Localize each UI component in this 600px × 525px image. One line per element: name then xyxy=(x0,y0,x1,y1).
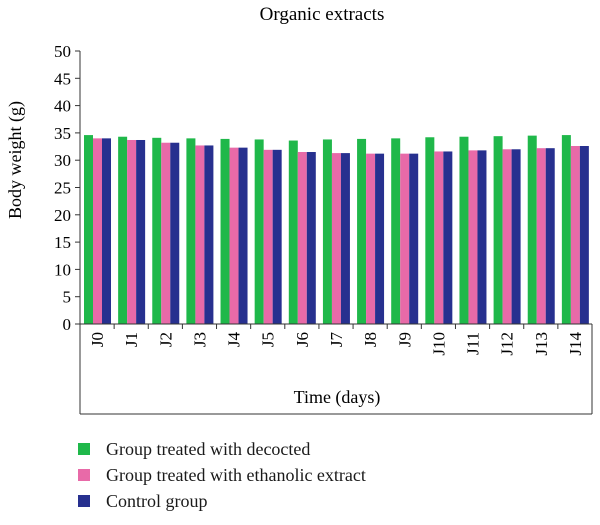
bar xyxy=(579,146,589,324)
bar xyxy=(527,135,537,324)
x-axis-label: Time (days) xyxy=(294,387,381,408)
bar xyxy=(561,135,571,324)
bar xyxy=(545,148,555,324)
bar xyxy=(229,147,239,324)
x-tick-label: J1 xyxy=(122,332,141,347)
bar xyxy=(357,138,367,324)
bar xyxy=(477,150,487,324)
x-tick-label: J0 xyxy=(88,332,107,347)
bar-chart: Organic extracts Body weight (g) 0 5 10 15 2… xyxy=(5,4,593,415)
legend-label-control: Control group xyxy=(106,490,208,511)
x-tick-label: J7 xyxy=(327,332,346,348)
y-axis-label: Body weight (g) xyxy=(5,101,26,219)
bar xyxy=(409,153,419,324)
bar xyxy=(375,153,385,324)
y-tick-label: 30 xyxy=(54,151,71,170)
legend: Group treated with decocted Group treate… xyxy=(78,436,366,514)
y-tick-label: 50 xyxy=(54,42,71,61)
legend-label-ethanolic: Group treated with ethanolic extract xyxy=(106,464,366,485)
x-axis: J0 J1 J2 J3 J4 J5 J6 J7 J8 J9 J10 J11 J12 J13 J14 xyxy=(79,323,593,415)
y-tick-label: 45 xyxy=(54,69,71,88)
bar xyxy=(322,139,332,324)
bar xyxy=(220,138,230,324)
x-tick-label: J8 xyxy=(361,332,380,347)
bar xyxy=(272,149,282,324)
bar xyxy=(102,138,111,324)
bar xyxy=(263,149,273,324)
bar xyxy=(238,147,248,324)
bar xyxy=(127,139,137,324)
bars xyxy=(84,135,589,324)
bar xyxy=(536,148,546,324)
bar xyxy=(468,150,478,324)
bar xyxy=(152,137,162,324)
bar xyxy=(93,138,102,324)
x-tick-label: J2 xyxy=(156,332,175,347)
x-tick-label: J12 xyxy=(498,332,517,356)
x-tick-label: J13 xyxy=(532,332,551,356)
bar xyxy=(297,152,307,324)
bar xyxy=(391,138,401,324)
y-tick-label: 35 xyxy=(54,124,71,143)
y-tick-label: 10 xyxy=(54,260,71,279)
x-tick-label: J3 xyxy=(190,332,209,347)
x-tick-label: J11 xyxy=(464,332,483,355)
legend-item-decocted: Group treated with decocted xyxy=(78,436,366,462)
legend-item-control: Control group xyxy=(78,488,366,514)
bar xyxy=(254,139,264,324)
legend-label-decocted: Group treated with decocted xyxy=(106,438,311,459)
bar xyxy=(511,149,521,324)
bar xyxy=(186,138,196,324)
y-tick-label: 5 xyxy=(63,288,72,307)
y-tick-label: 25 xyxy=(54,179,71,198)
legend-item-ethanolic: Group treated with ethanolic extract xyxy=(78,462,366,488)
x-tick-label: J5 xyxy=(259,332,278,347)
bar xyxy=(570,146,580,324)
x-tick-label: J6 xyxy=(293,332,312,347)
legend-swatch-decocted xyxy=(78,443,90,455)
bar xyxy=(204,145,214,324)
y-axis: 0 5 10 15 20 25 30 35 40 45 50 xyxy=(54,42,81,334)
bar xyxy=(136,139,146,324)
bar xyxy=(170,142,180,324)
x-tick-label: J10 xyxy=(429,332,448,356)
bar xyxy=(331,153,341,324)
bar xyxy=(502,149,512,324)
bar xyxy=(161,142,171,324)
bar xyxy=(288,140,298,324)
x-tick-label: J9 xyxy=(395,332,414,347)
bar xyxy=(340,153,350,324)
bar xyxy=(306,152,316,324)
bar xyxy=(195,145,205,324)
bar xyxy=(434,151,444,324)
y-tick-label: 40 xyxy=(54,97,71,116)
y-tick-label: 15 xyxy=(54,233,71,252)
x-tick-label: J14 xyxy=(566,332,585,356)
y-tick-label: 0 xyxy=(63,315,72,334)
chart-title: Organic extracts xyxy=(260,4,385,25)
bar xyxy=(493,136,503,324)
bar xyxy=(400,153,410,324)
bar xyxy=(459,136,469,324)
bar xyxy=(118,136,128,324)
bar xyxy=(366,153,376,324)
x-tick-label: J4 xyxy=(225,332,244,348)
bar xyxy=(443,151,453,324)
bar xyxy=(84,135,93,324)
legend-swatch-control xyxy=(78,495,90,507)
legend-swatch-ethanolic xyxy=(78,469,90,481)
bar xyxy=(425,137,435,324)
y-tick-label: 20 xyxy=(54,206,71,225)
